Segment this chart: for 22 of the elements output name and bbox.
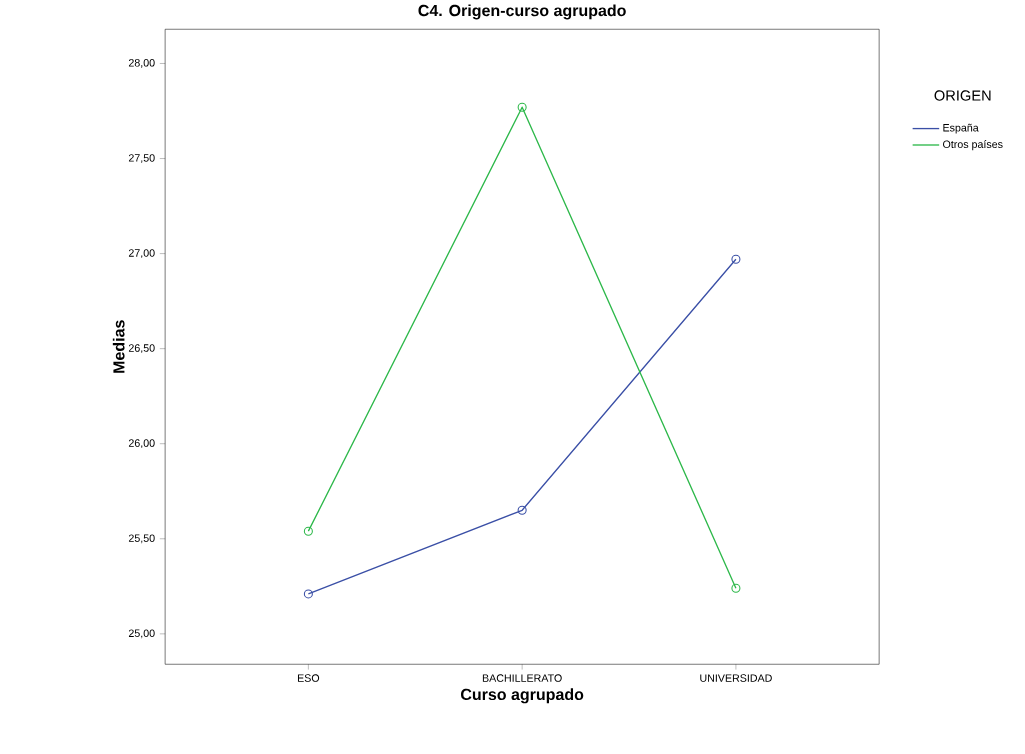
legend-title: ORIGEN	[934, 90, 991, 101]
point	[303, 526, 313, 536]
x-axis-title: Curso agrupado	[461, 688, 584, 704]
y-tick-label: 27,50	[128, 154, 155, 163]
y-tick-label: 25,00	[128, 629, 155, 639]
y-tick-label: 26,50	[128, 344, 155, 354]
legend-label: España	[943, 123, 979, 134]
y-tick-label: 25,50	[128, 534, 155, 544]
x-tick-label: ESO	[297, 674, 320, 682]
legend-label: Otros países	[943, 140, 1003, 151]
y-tick-label: 26,00	[128, 439, 155, 449]
point	[303, 589, 313, 599]
point	[731, 254, 741, 264]
y-tick-label: 28,00	[128, 59, 155, 68]
y-tick-label: 27,00	[128, 249, 155, 258]
point	[517, 505, 527, 515]
point	[731, 583, 741, 593]
y-axis-title: Medias	[112, 320, 125, 373]
x-tick-label: UNIVERSIDAD	[700, 674, 772, 682]
point	[517, 102, 527, 112]
chart-title: C4. Origen-curso agrupado	[418, 4, 626, 20]
x-tick-label: BACHILLERATO	[482, 674, 562, 682]
